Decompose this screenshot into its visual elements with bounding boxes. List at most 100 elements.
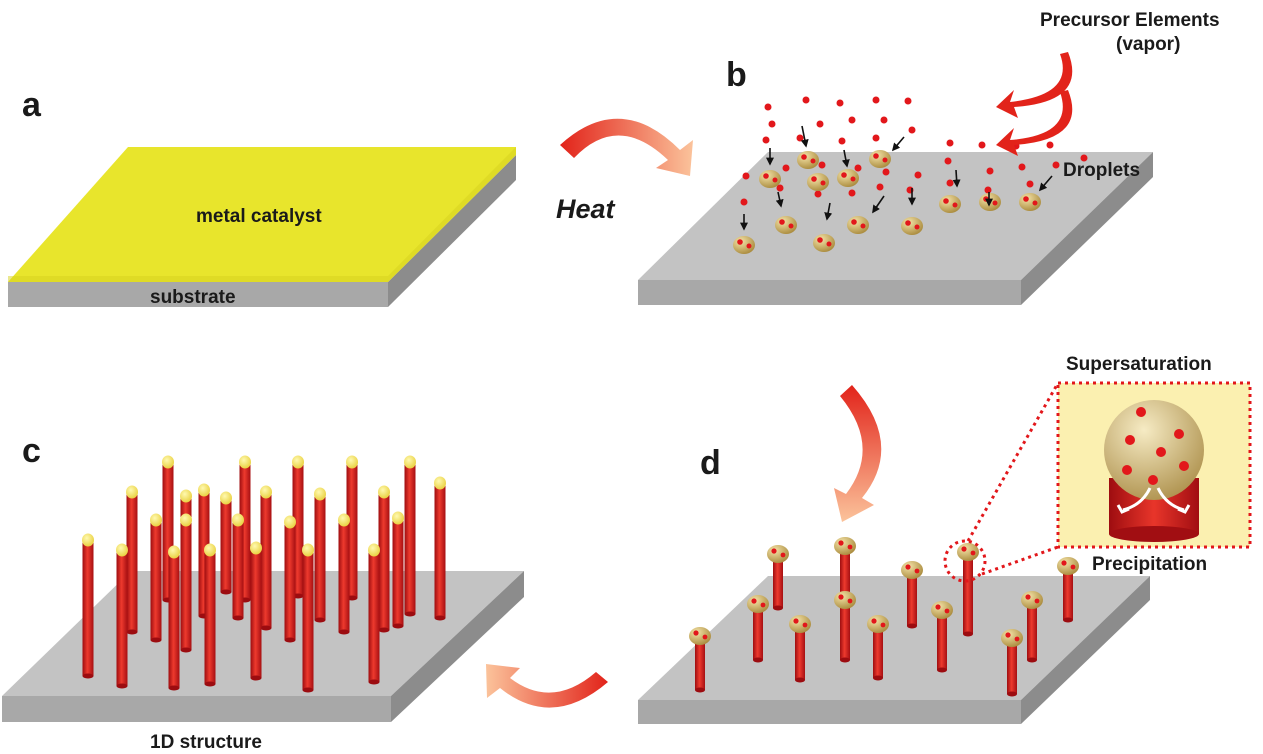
inset-dissolved-atoms <box>1122 407 1189 485</box>
precursor-dot <box>854 164 862 172</box>
precursor-dot <box>762 136 770 144</box>
growing-nanowire <box>689 627 711 693</box>
nanowire <box>180 513 192 653</box>
deposition-arrow <box>872 195 885 214</box>
deposition-arrow <box>1038 175 1053 192</box>
precursor-dot <box>1080 154 1088 162</box>
droplet <box>807 173 829 191</box>
nanowire <box>250 541 262 681</box>
precursor-dot <box>984 186 992 194</box>
nanowire <box>404 455 416 617</box>
precursor-dot <box>796 134 804 142</box>
growing-nanowire <box>767 545 789 611</box>
nanowire <box>284 515 296 643</box>
nanowire <box>302 543 314 693</box>
panel-letter-b: b <box>726 56 747 94</box>
nanowire <box>260 485 272 631</box>
precursor-vapor-dots <box>740 96 1088 206</box>
droplets-group <box>733 150 1041 254</box>
panel-letter-c: c <box>22 432 41 470</box>
precursor-dot <box>880 116 888 124</box>
nanowire <box>378 485 390 633</box>
growing-nanowire <box>957 543 979 637</box>
precursor-dot <box>944 157 952 165</box>
growing-nanowire <box>901 561 923 629</box>
supersaturation-label: Supersaturation <box>1066 354 1212 375</box>
precipitation-flow-arrows <box>1116 487 1191 514</box>
droplet <box>869 150 891 168</box>
nanowire <box>314 487 326 623</box>
deposition-arrow <box>800 125 809 148</box>
inset-droplet <box>1104 400 1204 500</box>
droplet <box>837 169 859 187</box>
deposition-arrow <box>775 191 784 208</box>
growing-nanowires <box>689 537 1079 697</box>
precursor-dot <box>742 172 750 180</box>
growing-nanowire <box>789 615 811 683</box>
supersaturation-inset <box>1056 381 1252 549</box>
droplet <box>901 217 923 235</box>
precursor-dot <box>904 97 912 105</box>
nanowire <box>168 545 180 691</box>
panel-a: a metal catalyst substrate <box>8 86 516 308</box>
deposition-arrows <box>740 125 1053 231</box>
droplet <box>759 170 781 188</box>
substrate-d <box>638 576 1150 724</box>
deposition-arrow <box>841 149 850 168</box>
nanowire <box>220 491 232 595</box>
precursor-dot <box>838 137 846 145</box>
droplet <box>733 236 755 254</box>
vapor-swirl-arrows <box>996 52 1073 156</box>
nanowire <box>204 543 216 687</box>
droplet <box>797 151 819 169</box>
panel-c: c 1D structure <box>2 432 524 753</box>
precursor-dot <box>882 168 890 176</box>
growing-nanowire <box>1001 629 1023 697</box>
precursor-dot <box>946 139 954 147</box>
panel-letter-d: d <box>700 444 721 482</box>
arrow-d-to-c <box>486 664 608 708</box>
metal-catalyst-layer <box>8 147 516 282</box>
growing-nanowire <box>747 595 769 663</box>
precursor-dot <box>908 126 916 134</box>
nanowire <box>368 543 380 685</box>
nanowire <box>116 543 128 689</box>
precursor-dot <box>764 103 772 111</box>
deposition-arrow <box>891 136 905 152</box>
structure-label: 1D structure <box>150 732 262 753</box>
precipitation-label: Precipitation <box>1092 554 1207 575</box>
arrow-b-to-d <box>834 385 882 522</box>
deposition-arrow <box>952 169 961 188</box>
panel-letter-a: a <box>22 86 42 124</box>
droplet <box>979 193 1001 211</box>
precursor-dot <box>768 120 776 128</box>
precursor-dot <box>946 179 954 187</box>
nanowire <box>150 513 162 643</box>
precursor-dot <box>872 134 880 142</box>
panel-b: b Precursor Elements (vapor) Droplets <box>638 10 1220 305</box>
precursor-dot <box>914 171 922 179</box>
precursor-dot <box>876 183 884 191</box>
droplet <box>1019 193 1041 211</box>
precursor-dot <box>848 116 856 124</box>
substrate-a <box>8 155 516 307</box>
precursor-dot <box>782 164 790 172</box>
arrow-a-to-b <box>560 118 693 176</box>
precursor-dot <box>1018 163 1026 171</box>
growing-nanowire <box>1057 557 1079 623</box>
heat-label: Heat <box>556 194 616 224</box>
precursor-dot <box>740 198 748 206</box>
precursor-dot <box>836 99 844 107</box>
growing-nanowire <box>1021 591 1043 663</box>
precursor-dot <box>776 184 784 192</box>
precursor-dot <box>816 120 824 128</box>
zoom-circle <box>943 539 987 583</box>
droplet <box>813 234 835 252</box>
precursor-dot <box>978 141 986 149</box>
nanowire <box>338 513 350 635</box>
precursor-dot <box>1026 180 1034 188</box>
growing-nanowire <box>931 601 953 673</box>
nanowire-array <box>82 455 446 693</box>
substrate-label: substrate <box>150 287 236 308</box>
